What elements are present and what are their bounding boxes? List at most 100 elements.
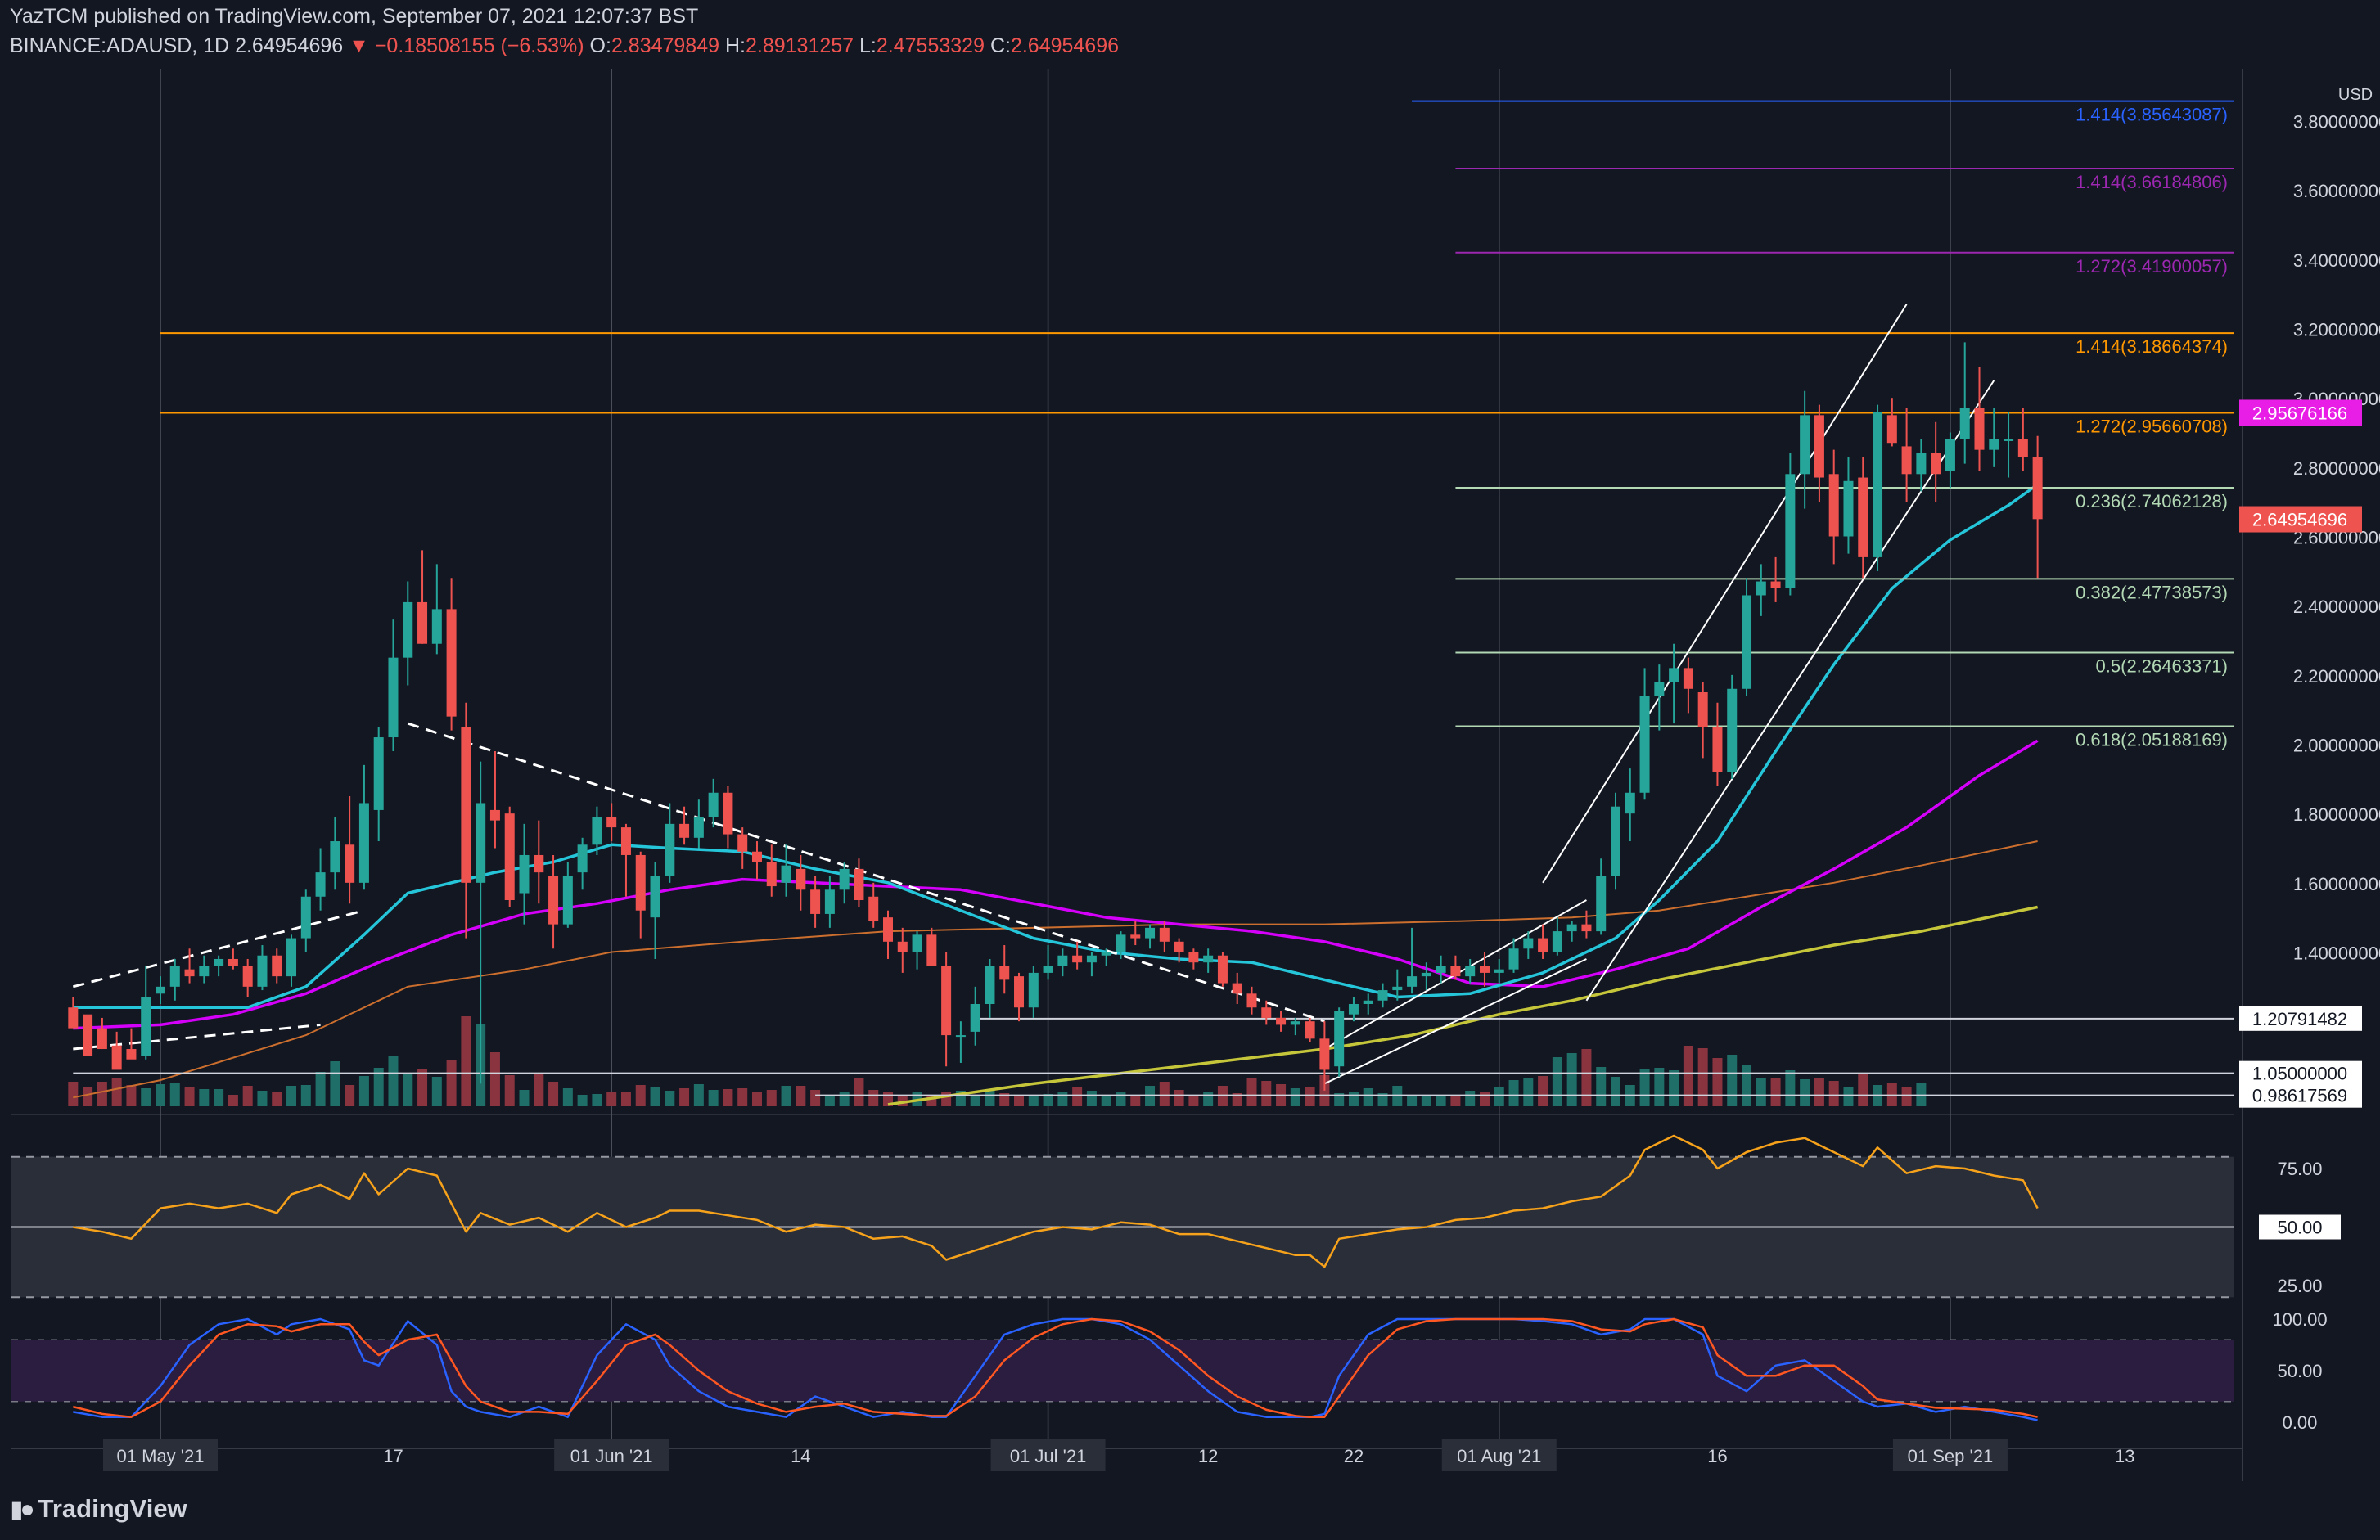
fib-level-label: 0.382(2.47738573) [2076,582,2228,602]
symbol-ohlc-line: BINANCE:ADAUSD, 1D 2.64954696 ▼ −0.18508… [10,34,1119,58]
volume-bar [635,1085,646,1106]
volume-bar [1538,1076,1548,1106]
volume-bar [1014,1096,1025,1106]
candle-body [1712,727,1723,772]
candle-body [766,862,777,887]
candle-body [1407,976,1418,987]
candle-body [228,958,238,966]
candle-body [1538,938,1548,952]
candle-body [796,868,806,890]
candle-body [1742,595,1752,689]
support-tag-label: 0.98617569 [2252,1086,2347,1106]
volume-bar [1465,1091,1476,1106]
volume-bar [1479,1092,1490,1106]
volume-bar [1712,1058,1723,1106]
volume-bar [1800,1079,1810,1106]
time-tick-label: 01 Aug '21 [1457,1446,1541,1466]
candle-body [1028,972,1039,1008]
rsi-line [73,1134,2039,1268]
candle-body [1436,966,1446,973]
volume-bar [766,1090,777,1106]
chart-header: YazTCM published on TradingView.com, Sep… [0,0,2380,69]
volume-bar [1363,1088,1373,1106]
candle-body [985,966,995,1004]
candle-body [257,955,268,987]
volume-bar [1028,1096,1039,1106]
candle-body [1319,1038,1330,1070]
candle-body [1669,668,1679,682]
trend-line [1542,304,1908,884]
price-tick-label: 2.40000000 [2293,597,2380,617]
stoch-tick-label: 100.00 [2272,1309,2327,1330]
volume-bar [330,1061,340,1106]
trend-line [1585,380,1995,1002]
time-tick-label: 13 [2115,1446,2134,1466]
high-value: 2.89131257 [745,34,854,57]
volume-bar [199,1089,210,1106]
candle-body [461,727,471,883]
candle-body [1174,941,1184,952]
candle-body [1945,439,1955,471]
candle-body [169,966,180,987]
candle-body [330,841,340,873]
ma100-line [73,840,2038,1099]
candle-body [1276,1017,1287,1025]
volume-bar [1494,1087,1504,1106]
time-tick-label: 01 Jun '21 [570,1446,653,1466]
volume-bar [577,1095,588,1106]
tradingview-logo[interactable]: ▮● TradingView [10,1494,187,1524]
volume-bar [970,1096,980,1106]
candle-body [824,889,835,914]
stoch-tick-label: 0.00 [2283,1412,2318,1433]
time-tick-box [1892,1439,2008,1471]
volume-bar [723,1089,733,1106]
candle-body [562,876,573,925]
candle-body [737,834,748,852]
volume-bar [1377,1093,1388,1106]
fib-level-label: 0.618(2.05188169) [2076,730,2228,750]
volume-bar [358,1076,369,1106]
support-tag-label: 1.05000000 [2252,1064,2347,1084]
candle-body [1421,972,1431,977]
candle-body [1683,668,1693,689]
candle-body [1756,581,1766,596]
trend-line [73,1023,321,1051]
candle-body [373,737,384,810]
price-tag [2239,399,2362,426]
volume-bar [315,1072,326,1106]
trend-line [72,909,365,988]
candle-body [1363,1000,1373,1004]
candle-body [1901,446,1912,475]
time-tick-label: 14 [791,1446,810,1466]
candle-body [1770,581,1781,588]
candle-body [417,601,428,644]
candle-body [665,823,675,876]
fib-level-label: 0.236(2.74062128) [2076,491,2228,511]
volume-bar [548,1082,559,1106]
candle-body [1886,415,1897,444]
candle-body [1450,966,1461,977]
candle-body [68,1007,79,1029]
candle-body [1072,955,1083,963]
candle-body [926,934,937,966]
candle-body [1465,966,1476,977]
last-price: 2.64954696 [235,34,344,57]
volume-bar [1508,1080,1519,1106]
candle-body [1843,480,1854,537]
candle-body [620,827,631,855]
candle-body [1858,477,1868,557]
volume-bar [751,1092,762,1106]
price-chart[interactable]: 3.80000000 3.60000000 3.40000000 3.20000000… [0,0,2380,1481]
volume-bar [562,1088,573,1106]
volume-bar [1654,1068,1665,1106]
candle-body [1654,682,1665,696]
candle-body [1057,955,1068,966]
volume-bar [373,1068,384,1106]
volume-bar [1596,1067,1607,1106]
candle-body [1611,806,1620,876]
symbol-label[interactable]: BINANCE:ADAUSD, 1D [10,34,230,57]
volume-bar [1101,1095,1111,1106]
fib-level-label: 1.414(3.66184806) [2076,172,2228,192]
volume-bar [1116,1092,1126,1106]
open-value: 2.83479849 [611,34,720,57]
